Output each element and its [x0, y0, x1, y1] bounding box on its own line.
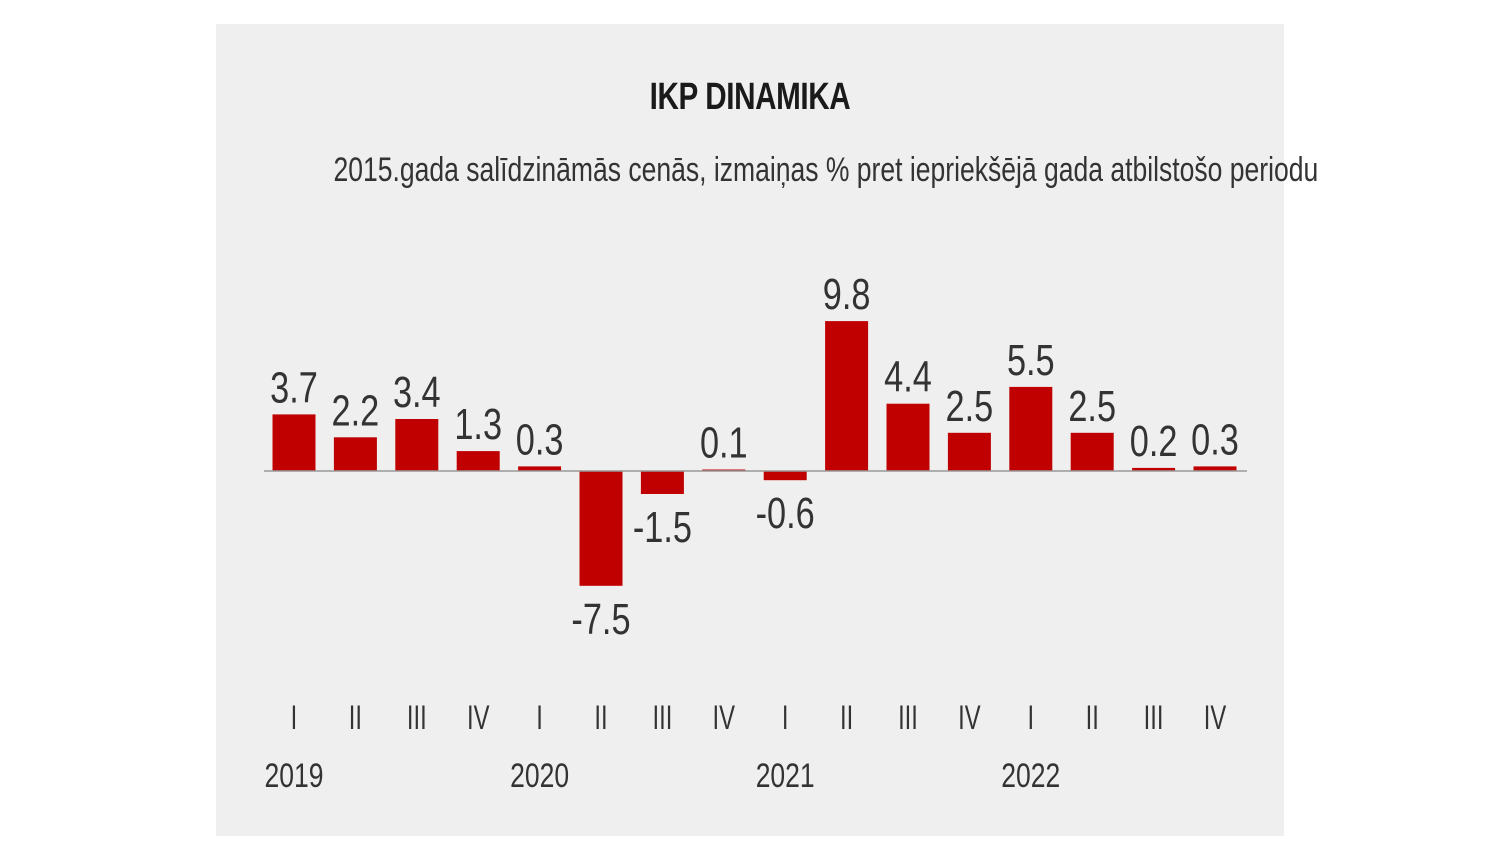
year-label-2: 2021: [756, 757, 815, 795]
bar-8: [763, 471, 807, 481]
quarter-label-10: III: [898, 699, 918, 737]
bar-1: [333, 437, 377, 471]
quarter-label-14: III: [1144, 699, 1164, 737]
value-label-5: -7.5: [571, 595, 630, 644]
chart-title: IKP DINAMIKA: [649, 76, 851, 118]
value-label-14: 0.2: [1130, 417, 1178, 466]
year-label-3: 2022: [1001, 757, 1060, 795]
quarter-label-11: IV: [958, 699, 981, 737]
value-label-11: 2.5: [946, 382, 994, 431]
value-label-7: 0.1: [700, 418, 748, 467]
bar-9: [825, 321, 869, 471]
bar-12: [1009, 386, 1053, 472]
value-label-1: 2.2: [332, 386, 380, 435]
bar-13: [1070, 432, 1114, 472]
bar-0: [272, 414, 316, 471]
quarter-label-4: I: [536, 699, 543, 737]
quarter-label-9: II: [840, 699, 853, 737]
chart-panel: IKP DINAMIKA 2015.gada salīdzināmās cenā…: [216, 24, 1319, 836]
quarter-label-1: II: [349, 699, 362, 737]
bar-3: [456, 451, 500, 471]
value-label-9: 9.8: [823, 270, 871, 319]
quarter-label-8: I: [782, 699, 789, 737]
quarter-label-0: I: [291, 699, 298, 737]
bar-5: [579, 471, 623, 586]
quarter-label-7: IV: [713, 699, 736, 737]
value-label-3: 1.3: [454, 400, 502, 449]
quarter-label-5: II: [594, 699, 607, 737]
chart-subtitle: 2015.gada salīdzināmās cenās, izmaiņas %…: [333, 151, 1319, 189]
bar-10: [886, 403, 930, 471]
value-label-0: 3.7: [270, 363, 318, 412]
quarter-label-2: III: [407, 699, 427, 737]
value-label-8: -0.6: [756, 489, 815, 538]
bar-chart: 3.7 2.2 3.4 1.3 0.3 -7.5-1.50.1-0.6 9.8 4.4 2.5 5…: [264, 270, 1247, 795]
quarter-label-6: III: [652, 699, 672, 737]
bar-11: [947, 432, 991, 472]
quarter-label-12: I: [1027, 699, 1034, 737]
value-label-10: 4.4: [884, 353, 932, 402]
value-label-15: 0.3: [1191, 415, 1239, 464]
quarter-label-13: II: [1086, 699, 1099, 737]
value-label-12: 5.5: [1007, 336, 1055, 385]
bar-6: [640, 471, 684, 494]
quarter-label-15: IV: [1204, 699, 1227, 737]
year-label-0: 2019: [265, 757, 324, 795]
value-label-13: 2.5: [1068, 382, 1116, 431]
bar-2: [395, 419, 439, 471]
year-label-1: 2020: [510, 757, 569, 795]
bar-14: [1132, 467, 1176, 471]
value-label-6: -1.5: [633, 503, 692, 552]
bar-15: [1193, 466, 1237, 471]
bar-4: [518, 466, 562, 471]
value-label-4: 0.3: [516, 415, 564, 464]
quarter-label-3: IV: [467, 699, 490, 737]
value-label-2: 3.4: [393, 368, 441, 417]
